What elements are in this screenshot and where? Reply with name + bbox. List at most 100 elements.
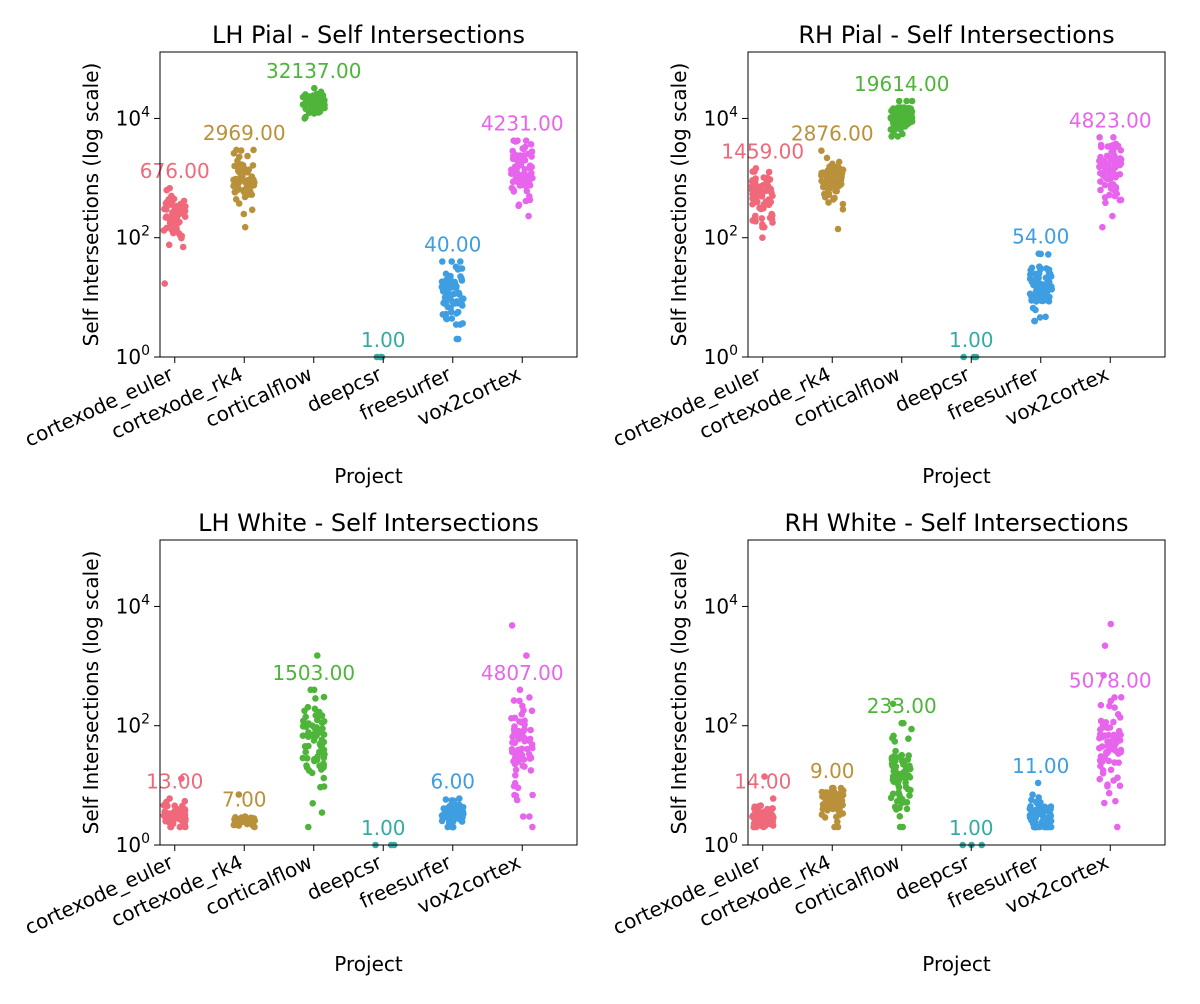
point-corticalflow-63 xyxy=(895,97,903,105)
point-vox2cortex-67 xyxy=(1110,731,1118,739)
point-freesurfer-71 xyxy=(456,795,463,802)
point-vox2cortex-69 xyxy=(1117,147,1125,154)
point-corticalflow-72 xyxy=(889,700,897,708)
plot-frame xyxy=(159,51,578,358)
point-vox2cortex-69 xyxy=(1111,741,1119,749)
point-corticalflow-66 xyxy=(889,776,897,784)
point-freesurfer-39 xyxy=(1030,807,1037,815)
point-vox2cortex-25 xyxy=(521,763,528,770)
point-corticalflow-69 xyxy=(301,707,308,715)
point-vox2cortex-32 xyxy=(517,161,525,169)
point-freesurfer-57 xyxy=(448,315,456,322)
x-axis-label: Project xyxy=(922,464,991,488)
point-corticalflow-57 xyxy=(305,767,313,774)
point-vox2cortex-52 xyxy=(1117,746,1125,754)
point-vox2cortex-34 xyxy=(1110,718,1117,726)
point-freesurfer-50 xyxy=(1033,798,1040,806)
point-vox2cortex-62 xyxy=(529,174,536,182)
max-label-vox2cortex: 4807.00 xyxy=(481,661,564,685)
point-corticalflow-28 xyxy=(905,735,912,742)
point-cortexode_rk4-50 xyxy=(818,172,825,179)
point-vox2cortex-63 xyxy=(1104,748,1112,756)
point-cortexode_rk4-70 xyxy=(839,206,847,213)
point-corticalflow-71 xyxy=(908,97,916,105)
point-vox2cortex-14 xyxy=(526,694,533,701)
point-corticalflow-59 xyxy=(889,734,896,742)
point-freesurfer-65 xyxy=(448,806,455,814)
point-vox2cortex-72 xyxy=(1099,223,1106,231)
y-tick-label: 102 xyxy=(704,224,738,250)
point-vox2cortex-70 xyxy=(1114,823,1121,831)
point-cortexode_rk4-60 xyxy=(824,803,831,811)
point-cortexode_euler-62 xyxy=(170,229,177,237)
point-vox2cortex-64 xyxy=(527,726,534,734)
point-cortexode_rk4-71 xyxy=(818,147,825,154)
point-corticalflow-37 xyxy=(887,794,895,802)
point-freesurfer-69 xyxy=(443,315,451,323)
point-corticalflow-58 xyxy=(905,116,913,123)
point-vox2cortex-58 xyxy=(516,156,523,164)
point-vox2cortex-67 xyxy=(518,719,525,726)
point-corticalflow-70 xyxy=(899,823,906,831)
point-freesurfer-69 xyxy=(1032,306,1039,314)
point-cortexode_euler-45 xyxy=(762,182,770,189)
point-vox2cortex-67 xyxy=(1107,171,1115,178)
max-label-cortexode_euler: 14.00 xyxy=(734,770,791,794)
y-tick-label: 104 xyxy=(116,104,150,130)
point-freesurfer-29 xyxy=(457,258,464,265)
point-vox2cortex-72 xyxy=(1107,620,1115,628)
point-corticalflow-46 xyxy=(319,725,326,732)
point-corticalflow-49 xyxy=(310,737,318,744)
point-cortexode_euler-61 xyxy=(752,807,759,815)
point-cortexode_euler-56 xyxy=(767,198,775,206)
point-vox2cortex-73 xyxy=(1101,642,1109,649)
point-corticalflow-70 xyxy=(301,115,309,122)
max-label-deepcsr: 1.00 xyxy=(361,816,406,840)
point-corticalflow-50 xyxy=(908,725,915,733)
max-label-cortexode_euler: 676.00 xyxy=(140,159,210,183)
point-cortexode_rk4-40 xyxy=(239,176,246,184)
point-cortexode_rk4-70 xyxy=(240,210,248,218)
point-vox2cortex-70 xyxy=(1109,212,1116,220)
point-cortexode_euler-60 xyxy=(173,203,180,210)
point-cortexode_rk4-25 xyxy=(230,176,237,184)
point-corticalflow-13 xyxy=(903,805,911,813)
point-vox2cortex-44 xyxy=(1107,766,1115,774)
point-cortexode_euler-69 xyxy=(169,217,176,225)
point-vox2cortex-74 xyxy=(529,823,536,831)
point-vox2cortex-69 xyxy=(514,137,521,144)
point-cortexode_rk4-57 xyxy=(821,190,828,198)
y-tick-label: 102 xyxy=(704,712,738,738)
point-freesurfer-48 xyxy=(1045,251,1052,258)
point-corticalflow-35 xyxy=(892,747,899,755)
point-vox2cortex-40 xyxy=(1112,747,1119,754)
point-freesurfer-42 xyxy=(450,300,458,307)
point-vox2cortex-39 xyxy=(1110,777,1117,784)
point-freesurfer-70 xyxy=(1030,823,1038,831)
point-cortexode_euler-54 xyxy=(769,805,776,812)
point-vox2cortex-68 xyxy=(1096,734,1103,742)
point-cortexode_rk4-66 xyxy=(829,168,837,176)
point-freesurfer-64 xyxy=(1040,812,1047,819)
max-label-deepcsr: 1.00 xyxy=(949,816,994,840)
max-label-deepcsr: 1.00 xyxy=(361,328,406,352)
point-freesurfer-52 xyxy=(1035,270,1043,277)
point-cortexode_euler-67 xyxy=(180,207,188,215)
point-cortexode_euler-42 xyxy=(765,168,773,176)
point-cortexode_euler-69 xyxy=(179,802,186,810)
point-freesurfer-65 xyxy=(1048,286,1055,293)
point-cortexode_euler-68 xyxy=(763,808,771,816)
y-tick-label: 102 xyxy=(116,712,150,738)
point-cortexode_euler-69 xyxy=(756,188,764,195)
point-cortexode_euler-68 xyxy=(176,823,184,831)
point-freesurfer-61 xyxy=(458,265,466,272)
point-vox2cortex-63 xyxy=(521,726,528,733)
point-freesurfer-52 xyxy=(453,283,460,290)
point-cortexode_euler-70 xyxy=(179,243,187,251)
point-cortexode_rk4-5 xyxy=(823,154,831,162)
point-freesurfer-68 xyxy=(1032,298,1040,305)
point-vox2cortex-69 xyxy=(515,754,522,761)
point-corticalflow-18 xyxy=(302,713,310,721)
point-freesurfer-50 xyxy=(438,817,446,825)
point-cortexode_euler-39 xyxy=(181,213,189,220)
